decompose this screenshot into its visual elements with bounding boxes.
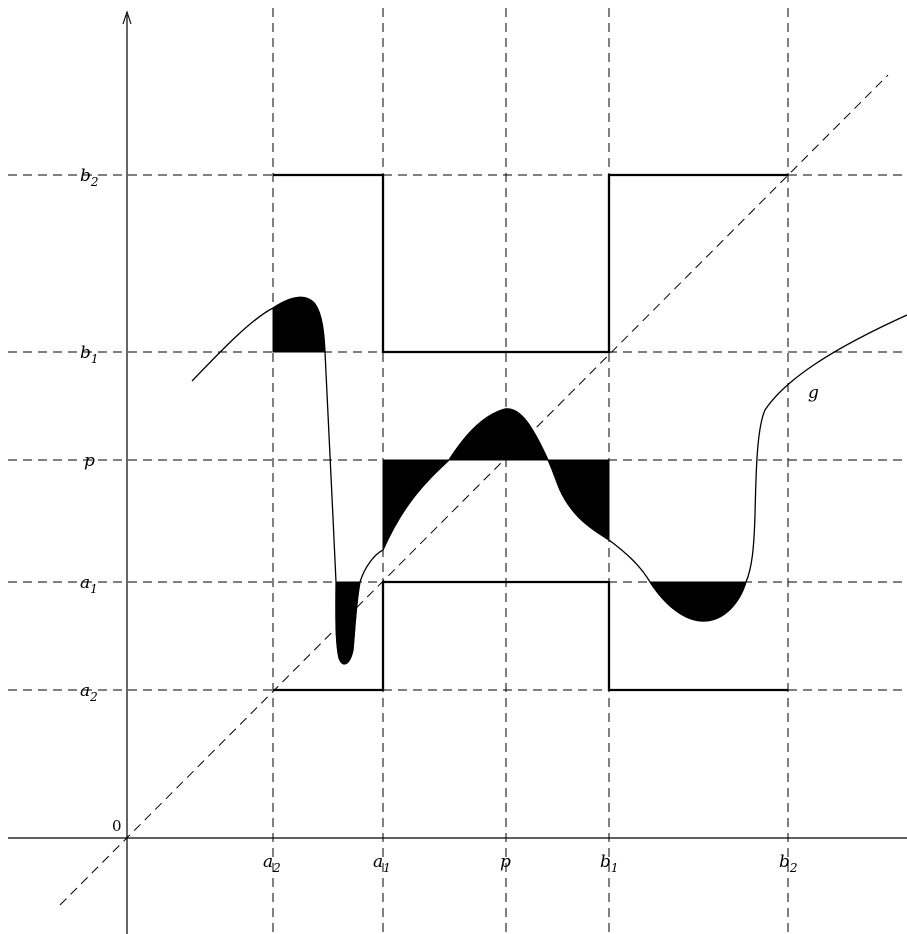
shaded-region-5 (547, 459, 610, 541)
shaded-region-1 (272, 296, 326, 353)
x-tick-a2: a2 (263, 852, 281, 875)
guide-lines (8, 8, 907, 934)
curve-g (191, 296, 907, 665)
y-tick-p: p (84, 451, 95, 471)
shaded-region-3 (382, 459, 451, 551)
shaded-region-6 (649, 581, 747, 622)
x-tick-p: p (500, 852, 511, 872)
x-tick-b2: b2 (779, 852, 798, 875)
y-axis-arrow-icon (122, 10, 132, 25)
upper-step-function (273, 173, 788, 354)
y-tick-a1: a1 (80, 573, 98, 596)
x-tick-b1: b1 (600, 852, 619, 875)
y-tick-a2: a2 (80, 681, 98, 704)
y-tick-b1: b1 (80, 343, 99, 366)
lower-step-function (273, 580, 788, 692)
shaded-region-2 (335, 581, 361, 665)
origin-label: 0 (112, 817, 122, 835)
function-label: g (808, 383, 819, 403)
x-tick-a1: a1 (373, 852, 391, 875)
y-tick-b2: b2 (80, 166, 99, 189)
diagonal-line (59, 74, 889, 906)
shaded-region-4 (448, 408, 549, 461)
